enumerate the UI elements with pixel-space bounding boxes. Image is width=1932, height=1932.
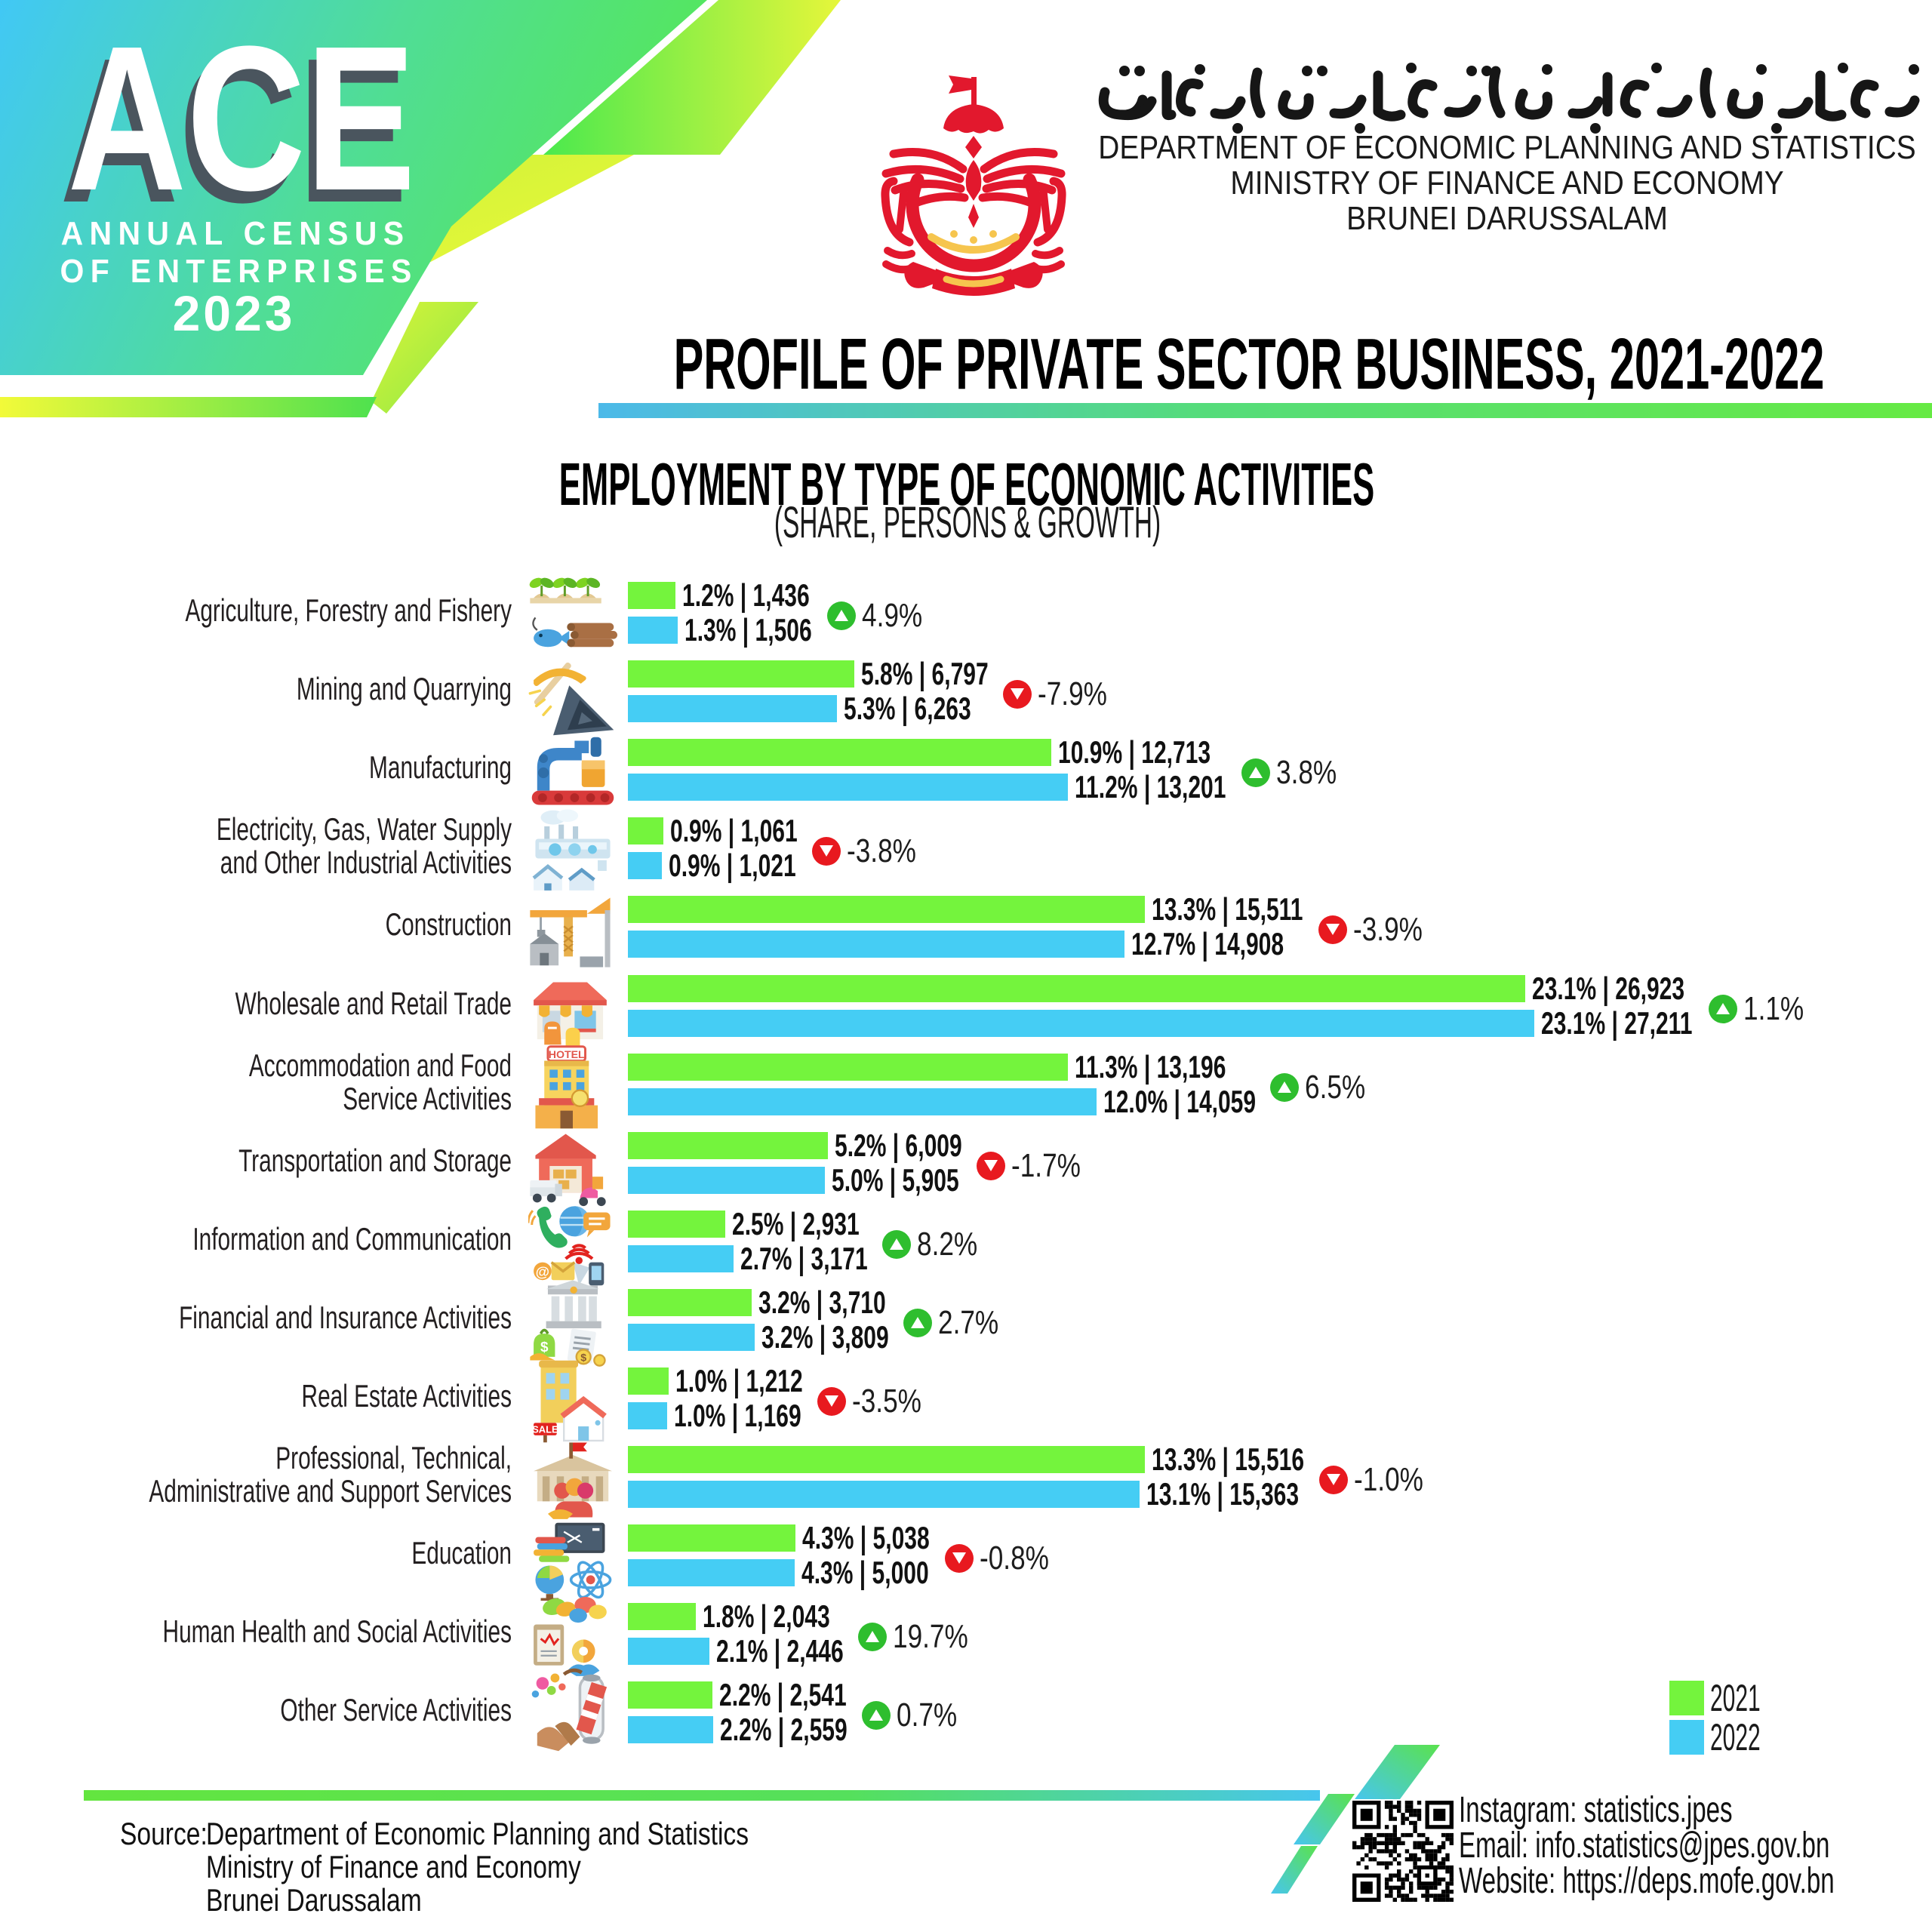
svg-text:@: @ bbox=[536, 1263, 549, 1279]
svg-text:SALE: SALE bbox=[532, 1423, 558, 1435]
svg-text:$: $ bbox=[540, 1339, 549, 1355]
svg-text:HOTEL: HOTEL bbox=[549, 1049, 585, 1061]
svg-text:$: $ bbox=[580, 1352, 586, 1364]
